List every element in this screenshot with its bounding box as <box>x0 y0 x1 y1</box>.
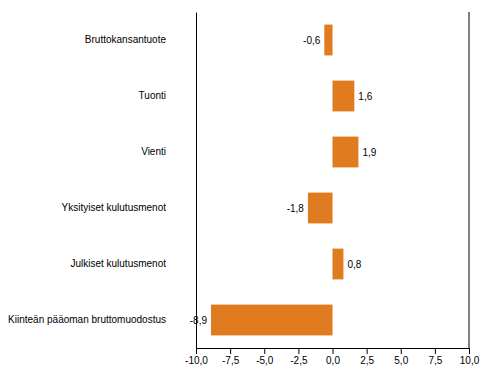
bar <box>333 137 359 168</box>
chart: -10,0 -7,5 -5,0 -2,5 0,0 2,5 5,0 7,5 10,0 Kiinteä… <box>0 0 491 378</box>
x-tick: -7,5 <box>222 348 240 366</box>
x-tick: 10,0 <box>460 348 480 366</box>
y-tick: Vienti <box>141 146 166 157</box>
y-tick-label: Vienti <box>141 146 166 157</box>
x-axis-line <box>197 349 470 355</box>
bar <box>211 305 332 336</box>
data-label: -8,9 <box>190 315 208 326</box>
y-axis: Kiinteän pääoman bruttomuodostus Julkiset… <box>8 13 196 349</box>
x-tick-label: 0,0 <box>326 355 340 366</box>
y-tick: Bruttokansantuote <box>85 34 167 45</box>
x-tick-mark <box>298 348 299 354</box>
x-tick-mark <box>367 348 368 354</box>
data-label: 1,9 <box>362 147 376 158</box>
x-tick-label: 10,0 <box>460 355 480 366</box>
bars <box>211 25 358 336</box>
x-tick-label: -2,5 <box>290 355 308 366</box>
x-tick-mark <box>264 348 265 354</box>
y-tick-label: Bruttokansantuote <box>85 34 167 45</box>
x-tick-label: 7,5 <box>428 355 442 366</box>
y-axis-line <box>196 13 197 349</box>
x-tick: 5,0 <box>394 348 408 366</box>
data-labels: -8,9 0,8 -1,8 1,9 1,6 -0,6 <box>190 35 377 326</box>
x-tick-mark <box>230 348 231 354</box>
x-tick: -5,0 <box>256 348 274 366</box>
data-label: -0,6 <box>303 35 321 46</box>
x-tick: 0,0 <box>326 348 340 366</box>
y-tick-label: Kiinteän pääoman bruttomuodostus <box>8 314 166 325</box>
x-tick-label: -5,0 <box>256 355 274 366</box>
x-tick-mark <box>333 348 334 354</box>
y-tick: Julkiset kulutusmenot <box>70 258 166 269</box>
data-label: 0,8 <box>347 259 361 270</box>
x-tick-label: 5,0 <box>394 355 408 366</box>
x-tick-label: -10,0 <box>185 355 208 366</box>
bar <box>333 81 355 112</box>
y-tick: Tuonti <box>139 90 166 101</box>
bar <box>333 249 344 280</box>
data-label: -1,8 <box>287 203 305 214</box>
x-tick: -10,0 <box>185 348 208 366</box>
x-tick-mark <box>401 348 402 354</box>
y-tick-label: Julkiset kulutusmenot <box>70 258 166 269</box>
bar <box>308 193 333 224</box>
x-tick: 7,5 <box>428 348 442 366</box>
x-tick: 2,5 <box>360 348 374 366</box>
plot: -10,0 -7,5 -5,0 -2,5 0,0 2,5 5,0 7,5 10,0 Kiinteä… <box>8 12 480 366</box>
y-tick-label: Yksityiset kulutusmenot <box>62 202 167 213</box>
frame-right <box>469 12 470 348</box>
y-tick-label: Tuonti <box>139 90 166 101</box>
x-tick-label: -7,5 <box>222 355 240 366</box>
y-tick: Kiinteän pääoman bruttomuodostus <box>8 314 166 325</box>
y-tick: Yksityiset kulutusmenot <box>62 202 167 213</box>
x-tick: -2,5 <box>290 348 308 366</box>
x-tick-label: 2,5 <box>360 355 374 366</box>
x-tick-mark <box>469 348 470 354</box>
x-tick-mark <box>435 348 436 354</box>
bar <box>324 25 332 56</box>
x-tick-mark <box>196 348 197 354</box>
data-label: 1,6 <box>358 91 372 102</box>
x-axis: -10,0 -7,5 -5,0 -2,5 0,0 2,5 5,0 7,5 10,0 <box>185 348 480 366</box>
